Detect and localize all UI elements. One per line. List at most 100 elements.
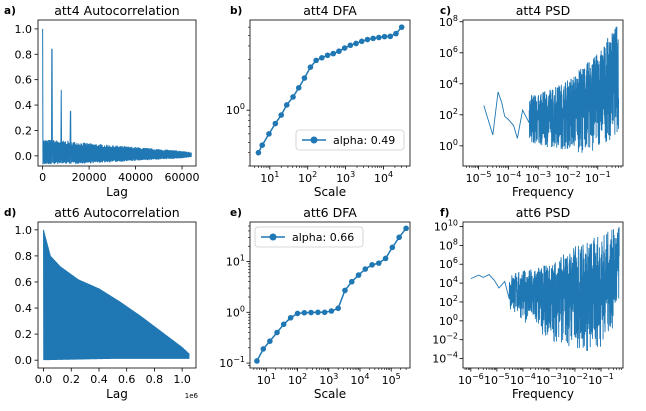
dfa-point xyxy=(274,329,280,336)
dfa-point xyxy=(369,262,375,268)
dfa-point xyxy=(375,260,382,266)
y-tick-label: 0.4 xyxy=(15,99,33,112)
dfa-point xyxy=(313,57,319,64)
dfa-point xyxy=(393,30,399,37)
y-tick-label: 100 xyxy=(439,138,458,153)
x-tick-label: 103 xyxy=(319,372,338,387)
dfa-point xyxy=(266,131,272,137)
x-tick-label: 101 xyxy=(260,170,279,185)
dfa-point xyxy=(348,278,355,285)
dfa-point xyxy=(290,94,296,100)
legend: alpha: 0.66 xyxy=(254,226,364,248)
y-tick-label: 108 xyxy=(439,14,458,29)
y-tick-label: 104 xyxy=(439,275,458,290)
dfa-point xyxy=(295,85,302,91)
dfa-point xyxy=(364,36,371,43)
dfa-point xyxy=(294,310,301,317)
x-tick-label: 10−2 xyxy=(562,372,588,387)
x-tick-label: 10−1 xyxy=(588,372,614,387)
panel-a: 0 20000 40000 60000 0.0 0.2 0.4 0.6 0.8 1.0 att4 A… xyxy=(4,3,200,199)
legend: alpha: 0.49 xyxy=(295,129,405,151)
x-tick-label: 60000 xyxy=(165,171,200,184)
x-tick-label: 104 xyxy=(350,372,369,387)
y-tick-label: 0.6 xyxy=(15,276,33,289)
x-tick-label: 0.2 xyxy=(63,373,81,386)
dfa-point xyxy=(321,309,328,316)
dfa-point xyxy=(319,54,325,61)
dfa-point xyxy=(283,102,290,108)
dfa-point xyxy=(382,255,389,262)
y-tick-label: 10−2 xyxy=(432,332,458,347)
y-tick-label: 102 xyxy=(439,294,458,309)
dfa-point xyxy=(396,234,402,241)
autocorrelation-line xyxy=(43,229,190,361)
y-tick-label: 1.0 xyxy=(15,224,33,237)
panel-d: 0.0 0.2 0.4 0.6 0.8 1.0 0.0 0.2 0.4 0.6 0.8 1.0 att6… xyxy=(4,205,199,401)
y-tick-label: 106 xyxy=(439,45,458,60)
panel-letter: e) xyxy=(230,207,242,219)
dfa-point xyxy=(355,272,362,278)
legend-box xyxy=(295,129,405,151)
x-tick-label: 10−4 xyxy=(495,170,521,185)
x-axis-label: Frequency xyxy=(512,387,574,401)
dfa-point xyxy=(301,309,308,316)
panel-b: 101 102 103 104 100 att4 DFA b) Scale alpha: 0.4… xyxy=(226,3,411,199)
y-tick-label: 0.2 xyxy=(15,328,33,341)
panel-letter: c) xyxy=(440,5,451,17)
x-tick-label: 10−3 xyxy=(525,170,551,185)
x-tick-label: 104 xyxy=(374,170,393,185)
x-axis-label: Lag xyxy=(106,387,128,401)
x-tick-label: 103 xyxy=(336,170,355,185)
dfa-point xyxy=(280,321,287,328)
dfa-point xyxy=(335,305,341,312)
x-axis-label: Lag xyxy=(106,185,128,199)
x-tick-label: 0 xyxy=(39,171,46,184)
chart-title: att6 Autocorrelation xyxy=(54,205,179,220)
x-tick-label: 102 xyxy=(298,170,317,185)
axes-frame xyxy=(37,221,197,369)
panel-letter: f) xyxy=(440,207,449,219)
legend-marker xyxy=(269,233,277,241)
y-tick-label: 101 xyxy=(226,254,245,269)
x-tick-label: 10−5 xyxy=(466,170,492,185)
y-tick-label: 100 xyxy=(439,313,458,328)
chart-title: att6 DFA xyxy=(303,205,357,220)
dfa-point xyxy=(403,225,409,232)
y-tick-label: 108 xyxy=(439,237,458,252)
dfa-point xyxy=(301,75,308,81)
x-tick-label: 0.6 xyxy=(118,373,136,386)
chart-title: att6 PSD xyxy=(516,205,571,220)
x-tick-label: 0.8 xyxy=(146,373,164,386)
y-tick-label: 106 xyxy=(439,256,458,271)
panel-letter: a) xyxy=(4,5,16,17)
dfa-point xyxy=(328,308,335,314)
panel-c: 10−5 10−4 10−3 10−2 10−1 100 102 104 106 108 att4 … xyxy=(439,3,624,199)
axes-frame xyxy=(249,221,411,369)
x-tick-label: 10−2 xyxy=(555,170,581,185)
chart-title: att4 DFA xyxy=(303,3,357,18)
panel-letter: d) xyxy=(4,207,16,219)
y-tick-label: 10−1 xyxy=(219,355,245,370)
dfa-point xyxy=(370,35,376,42)
dfa-point xyxy=(272,120,279,127)
dfa-point xyxy=(353,40,359,47)
dfa-point xyxy=(307,64,314,70)
x-tick-label: 40000 xyxy=(118,171,153,184)
plot-area-b xyxy=(255,24,405,156)
autocorrelation-line xyxy=(42,28,192,165)
y-tick-label: 10−4 xyxy=(432,351,458,366)
x-axis-label: Frequency xyxy=(512,185,574,199)
dfa-point xyxy=(398,24,405,30)
axes-frame xyxy=(249,19,411,167)
x-tick-label: 10−4 xyxy=(510,372,536,387)
y-tick-label: 100 xyxy=(226,102,245,117)
y-tick-label: 104 xyxy=(439,76,458,91)
plot-area-d xyxy=(43,229,190,361)
dfa-point xyxy=(267,338,273,344)
dfa-point xyxy=(342,287,348,294)
psd-line xyxy=(483,26,620,153)
x-axis-label: Scale xyxy=(314,387,346,401)
x-tick-label: 20000 xyxy=(72,171,107,184)
x-tick-label: 10−3 xyxy=(536,372,562,387)
x-tick-label: 101 xyxy=(257,372,276,387)
